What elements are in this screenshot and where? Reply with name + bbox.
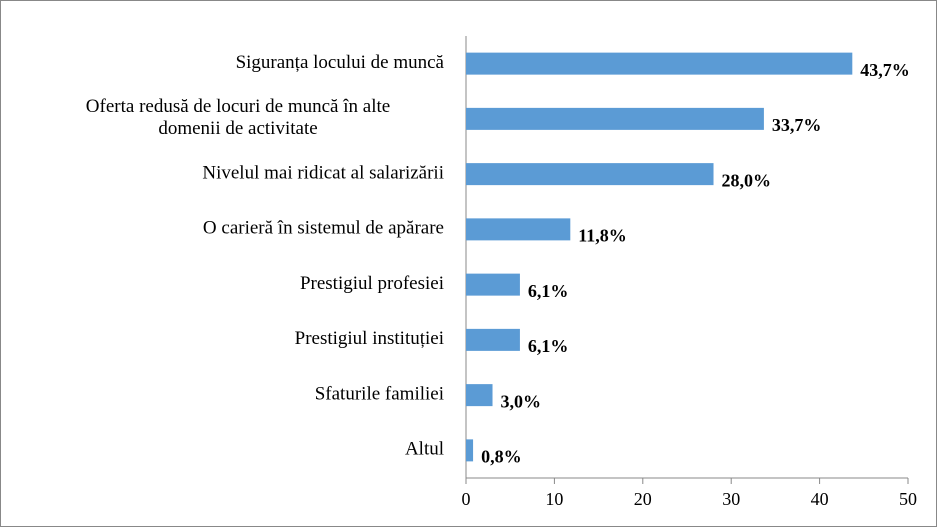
category-label: Oferta redusă de locuri de muncă în alte… [86, 96, 390, 139]
x-tick-label: 40 [811, 489, 829, 509]
value-label: 0,8% [481, 447, 522, 467]
category-label: Prestigiul instituției [295, 328, 444, 349]
value-label: 11,8% [578, 226, 627, 246]
category-label: O carieră în sistemul de apărare [203, 218, 444, 239]
bar [466, 439, 474, 462]
bar [466, 163, 714, 186]
x-tick-label: 0 [462, 489, 471, 509]
value-label: 6,1% [528, 281, 569, 301]
category-label: Siguranța locului de muncă [236, 52, 445, 73]
x-tick-label: 30 [722, 489, 740, 509]
bar [466, 384, 493, 407]
bar [466, 273, 520, 296]
x-tick-label: 20 [634, 489, 652, 509]
bar [466, 328, 520, 351]
category-label: Prestigiul profesiei [300, 273, 444, 294]
bar [466, 52, 853, 75]
category-label: Altul [405, 439, 444, 460]
category-label: Nivelul mai ridicat al salarizării [202, 162, 444, 183]
value-label: 33,7% [772, 115, 822, 135]
value-label: 43,7% [860, 60, 910, 80]
x-tick-label: 50 [899, 489, 917, 509]
value-label: 6,1% [528, 336, 569, 356]
x-tick-label: 10 [545, 489, 563, 509]
value-label: 28,0% [722, 170, 772, 190]
bar [466, 218, 571, 241]
bar [466, 107, 764, 130]
category-label: Sfaturile familiei [315, 383, 444, 404]
value-label: 3,0% [501, 391, 542, 411]
